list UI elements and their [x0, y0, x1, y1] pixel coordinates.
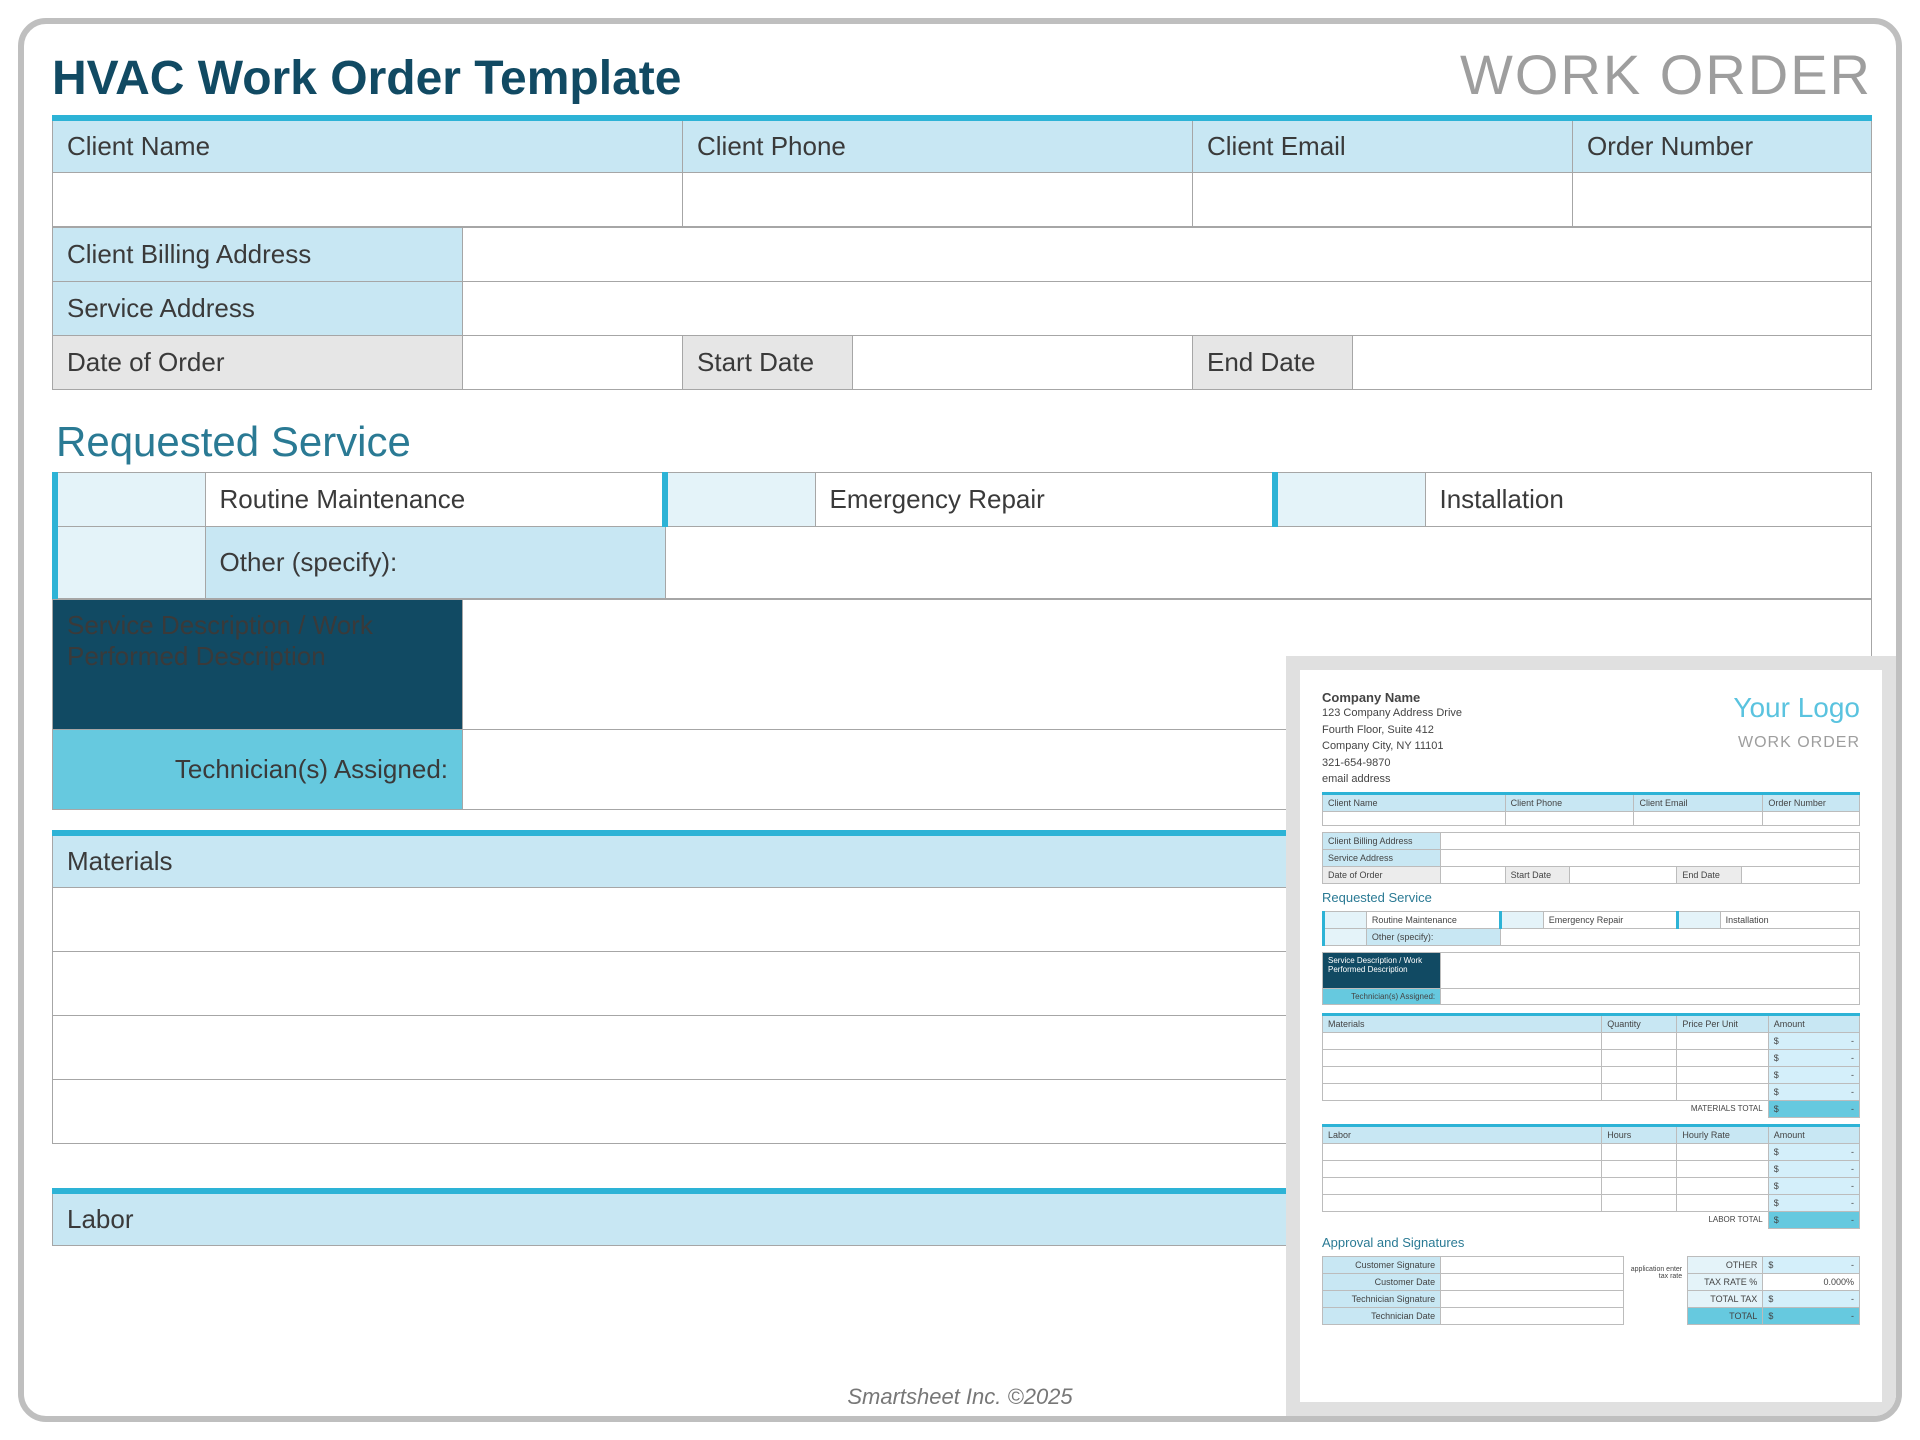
preview-panel: Company Name 123 Company Address Drive F… [1286, 656, 1896, 1416]
preview-labor-table: Labor Hours Hourly Rate Amount $- $- $- … [1322, 1124, 1860, 1229]
preview-service-table: Routine Maintenance Emergency Repair Ins… [1322, 911, 1860, 946]
checkbox-emergency[interactable] [665, 473, 815, 527]
p-label: Client Phone [1505, 793, 1634, 811]
label-emergency: Emergency Repair [815, 473, 1275, 527]
checkbox-installation[interactable] [1275, 473, 1425, 527]
p-label: Amount [1768, 1014, 1859, 1032]
preview-page: Company Name 123 Company Address Drive F… [1300, 670, 1882, 1402]
p-label: Technician Date [1323, 1307, 1441, 1324]
p-label: Customer Signature [1323, 1256, 1441, 1273]
copyright-text: Smartsheet Inc. ©2025 [24, 1384, 1896, 1410]
p-label: Order Number [1763, 793, 1860, 811]
preview-address-table: Client Billing Address Service Address D… [1322, 832, 1860, 884]
section-requested-service: Requested Service [56, 418, 1872, 466]
preview-section-requested: Requested Service [1322, 890, 1860, 905]
p-label: Labor [1323, 1125, 1602, 1143]
label-other: Other (specify): [205, 527, 665, 599]
p-label: Client Billing Address [1323, 832, 1441, 849]
p-label: LABOR TOTAL [1323, 1211, 1769, 1228]
label-routine: Routine Maintenance [205, 473, 665, 527]
input-start-date[interactable] [853, 336, 1193, 390]
p-label: Installation [1720, 911, 1859, 928]
address-table: Client Billing Address Service Address D… [52, 227, 1872, 390]
label-client-email: Client Email [1193, 118, 1573, 173]
client-info-table: Client Name Client Phone Client Email Or… [52, 115, 1872, 227]
p-label: TOTAL [1688, 1307, 1763, 1324]
p-note: application enter tax rate [1623, 1256, 1687, 1290]
p-label: Hours [1602, 1125, 1677, 1143]
label-billing-address: Client Billing Address [53, 228, 463, 282]
preview-work-order-mark: WORK ORDER [1738, 734, 1860, 752]
preview-materials-table: Materials Quantity Price Per Unit Amount… [1322, 1013, 1860, 1118]
p-label: Amount [1768, 1125, 1859, 1143]
preview-client-table: Client Name Client Phone Client Email Or… [1322, 792, 1860, 826]
p-label: Technician(s) Assigned: [1323, 988, 1441, 1004]
service-type-table: Routine Maintenance Emergency Repair Ins… [52, 472, 1872, 599]
p-label: TAX RATE % [1688, 1273, 1763, 1290]
p-val: 0.000% [1763, 1273, 1860, 1290]
preview-desc-table: Service Description / Work Performed Des… [1322, 952, 1860, 1005]
input-billing-address[interactable] [463, 228, 1872, 282]
page-title: HVAC Work Order Template [52, 51, 681, 106]
label-installation: Installation [1425, 473, 1872, 527]
preview-logo: Your Logo [1733, 692, 1860, 724]
label-client-phone: Client Phone [683, 118, 1193, 173]
label-service-address: Service Address [53, 282, 463, 336]
checkbox-other[interactable] [55, 527, 205, 599]
label-end-date: End Date [1193, 336, 1353, 390]
preview-email: email address [1322, 771, 1860, 788]
input-client-name[interactable] [53, 173, 683, 227]
label-client-name: Client Name [53, 118, 683, 173]
label-service-description: Service Description / Work Performed Des… [53, 600, 463, 730]
p-label: Client Email [1634, 793, 1763, 811]
label-technicians: Technician(s) Assigned: [53, 730, 463, 810]
p-label: OTHER [1688, 1256, 1763, 1273]
p-label: Date of Order [1323, 866, 1441, 883]
p-label: Materials [1323, 1014, 1602, 1032]
p-label: Hourly Rate [1677, 1125, 1768, 1143]
header-row: HVAC Work Order Template WORK ORDER [52, 42, 1872, 107]
checkbox-routine[interactable] [55, 473, 205, 527]
input-order-number[interactable] [1573, 173, 1872, 227]
label-order-number: Order Number [1573, 118, 1872, 173]
preview-phone: 321-654-9870 [1322, 755, 1860, 772]
p-label: TOTAL TAX [1688, 1290, 1763, 1307]
p-label: MATERIALS TOTAL [1323, 1100, 1769, 1117]
input-date-of-order[interactable] [463, 336, 683, 390]
label-start-date: Start Date [683, 336, 853, 390]
input-end-date[interactable] [1353, 336, 1872, 390]
input-client-email[interactable] [1193, 173, 1573, 227]
input-service-address[interactable] [463, 282, 1872, 336]
p-label: Quantity [1602, 1014, 1677, 1032]
p-label: Service Description / Work Performed Des… [1323, 952, 1441, 988]
p-label: Emergency Repair [1543, 911, 1677, 928]
p-label: Start Date [1505, 866, 1569, 883]
preview-section-approval: Approval and Signatures [1322, 1235, 1860, 1250]
label-date-of-order: Date of Order [53, 336, 463, 390]
p-label: Other (specify): [1366, 928, 1500, 945]
p-label: End Date [1677, 866, 1741, 883]
work-order-mark: WORK ORDER [1460, 42, 1872, 107]
input-client-phone[interactable] [683, 173, 1193, 227]
template-frame: HVAC Work Order Template WORK ORDER Clie… [18, 18, 1902, 1422]
preview-approval-table: Customer Signature application enter tax… [1322, 1256, 1860, 1325]
p-label: Technician Signature [1323, 1290, 1441, 1307]
p-label: Routine Maintenance [1366, 911, 1500, 928]
p-label: Client Name [1323, 793, 1506, 811]
p-label: Customer Date [1323, 1273, 1441, 1290]
p-label: Price Per Unit [1677, 1014, 1768, 1032]
input-other-specify[interactable] [665, 527, 1872, 599]
p-label: Service Address [1323, 849, 1441, 866]
